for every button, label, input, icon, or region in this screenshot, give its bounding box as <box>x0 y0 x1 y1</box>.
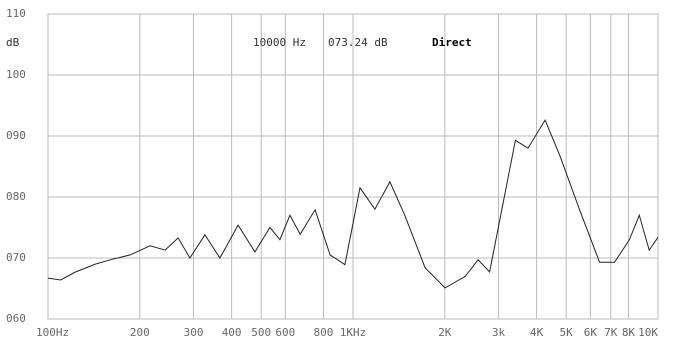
x-tick-label: 8K <box>622 326 636 339</box>
y-axis-label: dB <box>6 36 20 49</box>
x-tick-label: 2K <box>438 326 452 339</box>
x-tick-label: 800 <box>314 326 334 339</box>
y-tick-label: 110 <box>6 7 26 20</box>
x-tick-label: 7K <box>604 326 618 339</box>
x-tick-label: 1KHz <box>340 326 367 339</box>
x-tick-label: 4K <box>530 326 544 339</box>
readout-frequency: 10000 Hz <box>253 36 306 49</box>
x-tick-label: 300 <box>184 326 204 339</box>
x-tick-label: 10K <box>638 326 658 339</box>
y-tick-label: 090 <box>6 129 26 142</box>
readout-level: 073.24 dB <box>328 36 388 49</box>
x-tick-label: 600 <box>275 326 295 339</box>
y-tick-label: 100 <box>6 68 26 81</box>
x-tick-label: 100Hz <box>36 326 69 339</box>
x-tick-label: 200 <box>130 326 150 339</box>
y-tick-label: 070 <box>6 251 26 264</box>
y-tick-label: 060 <box>6 312 26 325</box>
y-tick-label: 080 <box>6 190 26 203</box>
readout-mode: Direct <box>432 36 472 49</box>
x-tick-label: 3k <box>492 326 506 339</box>
x-tick-label: 500 <box>251 326 271 339</box>
x-tick-label: 5K <box>560 326 574 339</box>
response-line <box>47 119 659 289</box>
x-tick-label: 400 <box>222 326 242 339</box>
x-tick-label: 6K <box>584 326 598 339</box>
